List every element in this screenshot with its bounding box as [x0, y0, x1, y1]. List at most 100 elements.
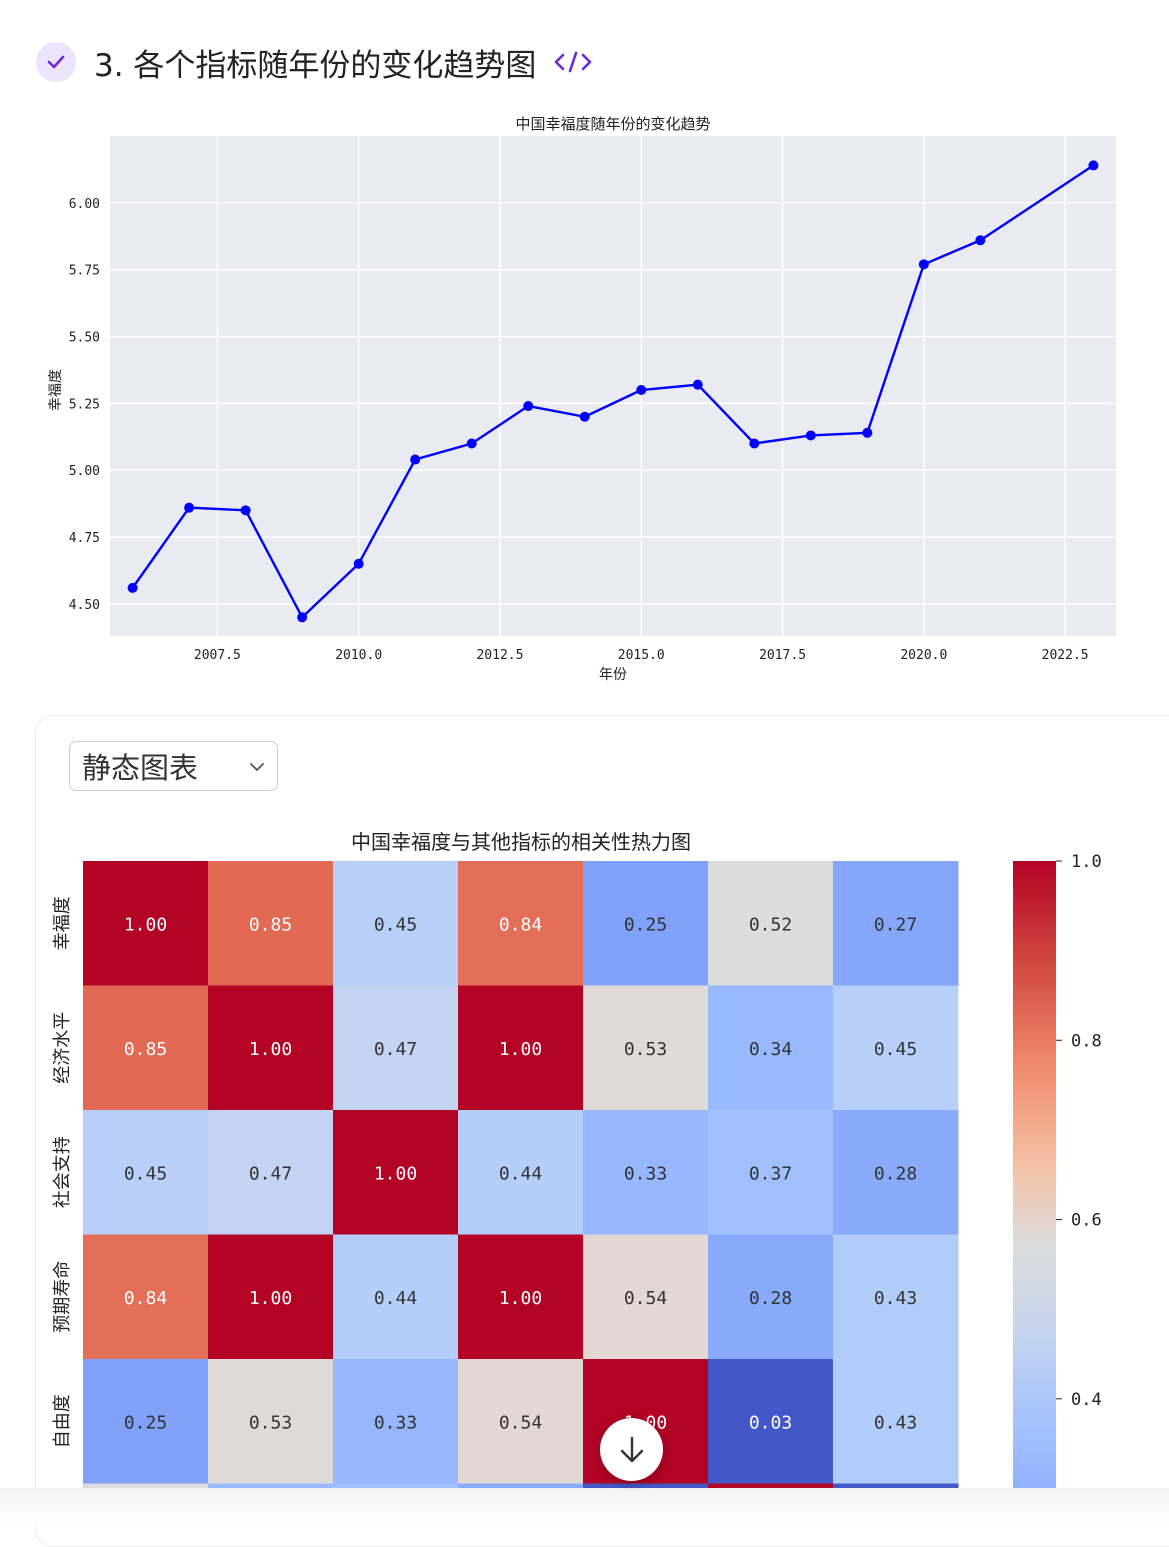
heatmap-cell-label: 0.28 [749, 1288, 792, 1309]
y-tick-label: 5.50 [69, 331, 100, 346]
heatmap-cell [458, 1110, 584, 1235]
heatmap-cell-label: 0.28 [874, 1163, 917, 1184]
heatmap-cell-label: 0.84 [499, 914, 542, 935]
heatmap-cell-label: 0.44 [499, 1163, 542, 1184]
y-tick-label: 4.50 [69, 598, 100, 613]
heatmap-cell-label: 0.03 [749, 1412, 792, 1433]
heatmap-cell-label: 1.00 [374, 1163, 417, 1184]
heatmap-cell-label: 0.54 [499, 1412, 542, 1433]
heatmap-cell-label: 0.45 [874, 1039, 917, 1060]
heatmap-cell-label: 0.25 [124, 1412, 167, 1433]
heatmap-cell [208, 1359, 334, 1484]
heatmap-cell [83, 1234, 209, 1360]
data-point [975, 235, 986, 246]
y-tick-label: 5.00 [69, 464, 100, 479]
y-tick-label: 5.75 [69, 264, 100, 279]
heatmap-chart: 中国幸福度与其他指标的相关性热力图 1.00 0.85 0.45 0.84 0.25 0.… [52, 830, 1102, 1496]
heatmap-cell [708, 1110, 834, 1235]
heatmap-cell [708, 1359, 834, 1484]
chart-card: 静态图表 中国幸福度与其他指标的相关性热力图 1.00 0.85 0.45 0.84 0… [35, 715, 1169, 1547]
heatmap-cell-label: 0.25 [624, 914, 667, 935]
heatmap-cell [833, 861, 959, 986]
heatmap-cell-label: 0.52 [749, 914, 792, 935]
heatmap-cell [833, 1234, 959, 1360]
x-tick-label: 2022.5 [1042, 648, 1089, 663]
heatmap-cell [708, 861, 834, 986]
data-point [466, 438, 477, 449]
heatmap-cell-label: 0.45 [124, 1163, 167, 1184]
colorbar-tick-label: 0.6 [1071, 1211, 1102, 1231]
heatmap-cell-label: 0.33 [374, 1412, 417, 1433]
heatmap-title: 中国幸福度与其他指标的相关性热力图 [351, 830, 691, 854]
step-header: 3. 各个指标随年份的变化趋势图 [36, 40, 592, 84]
heatmap-row-label: 预期寿命 [52, 1261, 73, 1333]
colorbar-tick-label: 0.4 [1071, 1390, 1102, 1410]
data-point [184, 502, 195, 513]
y-axis-label: 幸福度 [48, 369, 64, 411]
heatmap-cell [333, 861, 459, 986]
chevron-down-icon [249, 759, 265, 778]
heatmap-cell-label: 0.84 [124, 1288, 167, 1309]
code-icon[interactable] [554, 50, 592, 74]
heatmap-cell-label: 0.43 [874, 1288, 917, 1309]
heatmap-cell-label: 1.00 [499, 1039, 542, 1060]
heatmap-cell [833, 1110, 959, 1235]
data-point [297, 612, 308, 623]
data-point [353, 558, 364, 569]
heatmap-cell [208, 985, 334, 1111]
data-point [692, 379, 703, 390]
heatmap-row-label: 自由度 [52, 1394, 73, 1448]
data-point [636, 385, 647, 396]
heatmap-cell-label: 0.33 [624, 1163, 667, 1184]
heatmap-cell [458, 861, 584, 986]
step-title: 3. 各个指标随年份的变化趋势图 [94, 47, 537, 84]
heatmap-cell [83, 1359, 209, 1484]
heatmap-cell [583, 985, 709, 1111]
colorbar-tick-label: 1.0 [1071, 852, 1102, 872]
colorbar-tick-label: 0.8 [1071, 1031, 1102, 1051]
heatmap-cell [458, 1234, 584, 1360]
x-tick-label: 2015.0 [618, 648, 665, 663]
x-axis-label: 年份 [599, 667, 627, 683]
data-point [410, 454, 421, 465]
data-point [749, 438, 760, 449]
heatmap-cell-label: 0.43 [874, 1412, 917, 1433]
heatmap-cell-label: 0.47 [374, 1039, 417, 1060]
data-point [918, 259, 929, 270]
arrow-down-icon [620, 1436, 643, 1462]
heatmap-cell [583, 1234, 709, 1360]
heatmap-row-label: 经济水平 [52, 1012, 73, 1084]
heatmap-row-label: 幸福度 [52, 896, 73, 950]
data-point [1088, 160, 1099, 171]
heatmap-cell [458, 1359, 584, 1484]
heatmap-cell-label: 0.53 [249, 1412, 292, 1433]
heatmap-row-label: 社会支持 [52, 1136, 73, 1208]
line-chart-title: 中国幸福度随年份的变化趋势 [515, 115, 710, 133]
y-tick-label: 5.25 [69, 397, 100, 412]
heatmap-cell [833, 1359, 959, 1484]
heatmap-cell [833, 985, 959, 1111]
chart-type-select[interactable]: 静态图表 [69, 741, 278, 791]
heatmap-cell-label: 1.00 [249, 1039, 292, 1060]
heatmap-cell-label: 1.00 [124, 914, 167, 935]
chart-type-select-value: 静态图表 [82, 751, 199, 785]
x-tick-label: 2007.5 [194, 648, 241, 663]
heatmap-cell [208, 1234, 334, 1360]
heatmap-cell-label: 1.00 [499, 1288, 542, 1309]
heatmap-cell-label: 0.53 [624, 1039, 667, 1060]
scroll-down-button[interactable] [600, 1418, 663, 1481]
heatmap-cell-label: 0.85 [249, 914, 292, 935]
heatmap-cell [708, 985, 834, 1111]
y-tick-label: 4.75 [69, 531, 100, 546]
heatmap-cell-label: 0.47 [249, 1163, 292, 1184]
data-point [127, 582, 138, 593]
heatmap-cell [333, 1110, 459, 1235]
heatmap-cell-label: 0.34 [749, 1039, 792, 1060]
heatmap-cell [708, 1234, 834, 1360]
x-tick-label: 2017.5 [759, 648, 806, 663]
y-tick-label: 6.00 [69, 197, 100, 212]
heatmap-cell-label: 0.45 [374, 914, 417, 935]
check-icon [36, 42, 76, 82]
heatmap-cell-label: 0.27 [874, 914, 917, 935]
heatmap-cell [83, 1110, 209, 1235]
